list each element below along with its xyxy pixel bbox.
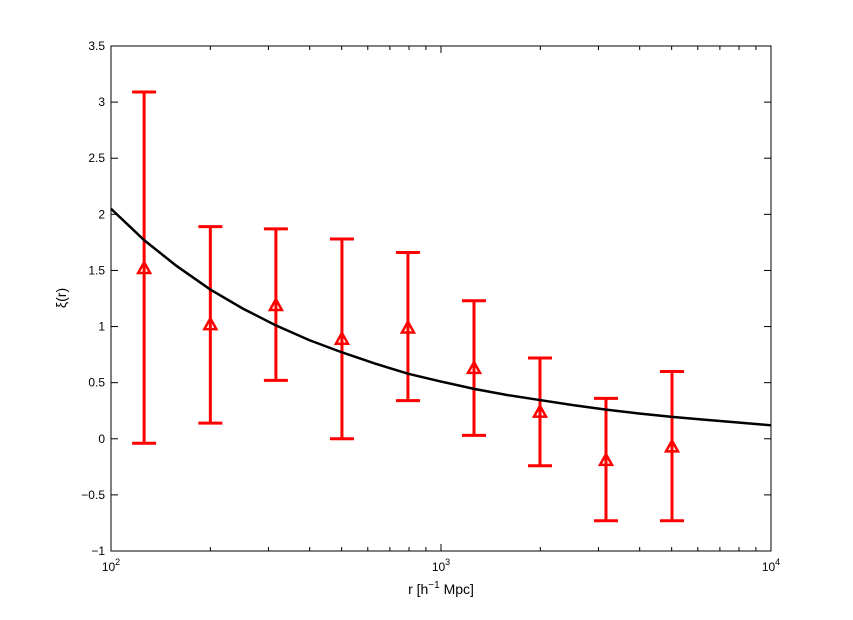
plot-frame [110,45,772,552]
errorbar-point [395,250,420,403]
y-tick-label: 0.5 [88,376,105,390]
errorbar-point [263,227,288,382]
x-tick-label: 104 [762,557,780,574]
y-tick-label: 3.5 [88,39,105,53]
plot-area [111,46,771,551]
y-tick-label: −1 [91,544,105,558]
y-tick-label: 1 [98,320,105,334]
errorbar-point [198,225,223,425]
triangle-marker [597,451,615,467]
errorbar-point [527,356,552,468]
x-tick-label: 102 [102,557,120,574]
data-series [110,90,772,523]
triangle-marker [202,315,219,331]
triangle-marker [135,259,153,275]
triangle-marker [399,319,417,334]
errorbar-point [462,299,487,437]
errorbar-point [593,396,618,523]
model-curve [110,207,772,427]
axis-ticks: −1 −0.5 0 0.5 1 1.5 2 2.5 3 3.5 102 103 104 [81,39,780,574]
triangle-marker [267,296,285,312]
y-tick-label: 2.5 [88,151,105,165]
x-axis-label: r [h−1 Mpc] [408,580,474,597]
errorbar-point [329,237,354,441]
y-tick-label: 2 [98,207,105,221]
errorbar-point [660,369,685,523]
y-tick-label: 1.5 [88,263,105,277]
y-tick-label: 3 [98,95,105,109]
y-axis-label: ξ(r) [53,288,69,308]
triangle-marker [333,330,351,345]
y-tick-label: 0 [98,432,105,446]
triangle-marker [663,438,681,453]
x-tick-label: 103 [432,557,450,574]
triangle-marker [465,359,483,375]
errorbar-point [132,90,157,445]
triangle-marker [531,403,549,418]
y-tick-label: −0.5 [81,488,105,502]
